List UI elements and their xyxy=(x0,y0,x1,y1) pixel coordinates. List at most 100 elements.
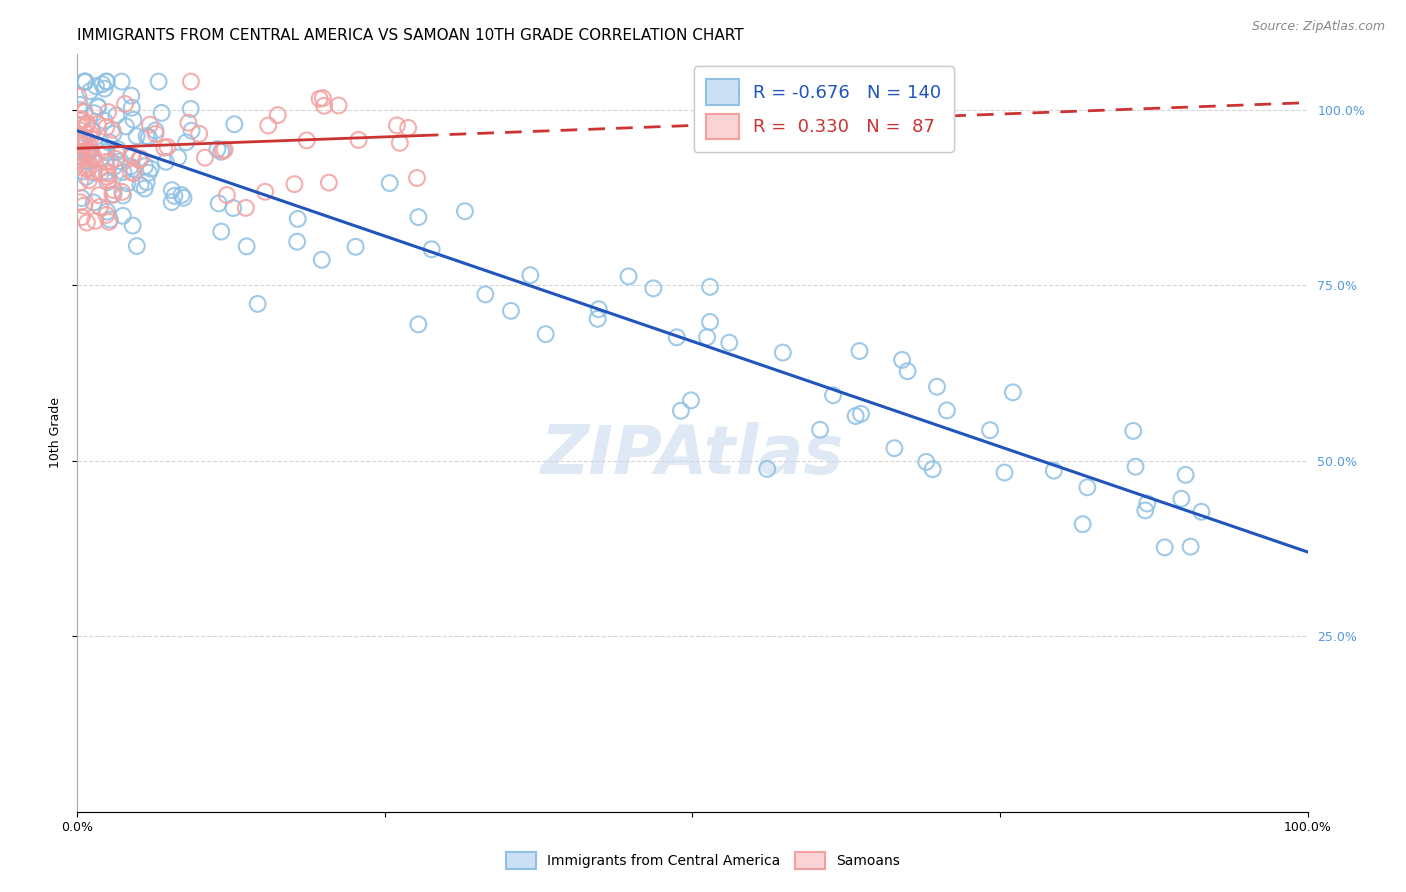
Point xyxy=(121,148,143,162)
Point xyxy=(848,344,870,359)
Point xyxy=(756,462,779,476)
Point xyxy=(134,181,156,195)
Point xyxy=(110,74,132,88)
Point xyxy=(96,208,118,222)
Point xyxy=(214,143,236,157)
Point xyxy=(75,146,97,161)
Point xyxy=(718,335,741,350)
Point xyxy=(246,297,269,311)
Point xyxy=(103,127,125,141)
Point xyxy=(79,140,101,154)
Point xyxy=(69,136,91,150)
Point xyxy=(89,200,111,214)
Point xyxy=(69,153,91,168)
Point xyxy=(93,81,115,95)
Point xyxy=(145,123,167,137)
Point xyxy=(96,74,118,88)
Point xyxy=(69,98,91,112)
Point xyxy=(396,120,419,135)
Point xyxy=(120,88,142,103)
Point xyxy=(76,116,98,130)
Point xyxy=(76,162,98,177)
Point xyxy=(586,311,609,326)
Point xyxy=(76,215,98,229)
Point xyxy=(254,185,277,199)
Point xyxy=(699,280,721,294)
Point xyxy=(1153,541,1175,555)
Point xyxy=(72,164,94,178)
Point xyxy=(808,423,831,437)
Point xyxy=(69,176,91,190)
Text: IMMIGRANTS FROM CENTRAL AMERICA VS SAMOAN 10TH GRADE CORRELATION CHART: IMMIGRANTS FROM CENTRAL AMERICA VS SAMOA… xyxy=(77,28,744,43)
Point xyxy=(148,74,170,88)
Point xyxy=(177,116,200,130)
Point xyxy=(891,352,914,367)
Point xyxy=(76,149,98,163)
Point xyxy=(235,239,257,253)
Point xyxy=(224,117,246,131)
Y-axis label: 10th Grade: 10th Grade xyxy=(49,397,62,468)
Point xyxy=(388,136,411,150)
Point xyxy=(122,161,145,176)
Point xyxy=(121,149,143,163)
Point xyxy=(378,176,401,190)
Point xyxy=(73,104,96,119)
Point xyxy=(167,150,190,164)
Point xyxy=(617,269,640,284)
Point xyxy=(89,167,111,181)
Point xyxy=(138,130,160,145)
Point xyxy=(125,129,148,144)
Point xyxy=(73,158,96,172)
Point xyxy=(77,154,100,169)
Point xyxy=(173,191,195,205)
Point xyxy=(117,176,139,190)
Point xyxy=(209,225,232,239)
Point xyxy=(73,199,96,213)
Point xyxy=(925,380,948,394)
Point xyxy=(111,209,134,223)
Point xyxy=(83,150,105,164)
Point xyxy=(155,154,177,169)
Point xyxy=(67,89,90,103)
Point xyxy=(208,196,231,211)
Point xyxy=(69,113,91,128)
Point xyxy=(79,145,101,159)
Point xyxy=(122,166,145,180)
Point xyxy=(519,268,541,283)
Point xyxy=(188,127,211,141)
Point xyxy=(67,118,90,132)
Point xyxy=(772,345,794,359)
Point xyxy=(87,100,110,114)
Point xyxy=(70,145,93,159)
Point xyxy=(128,153,150,167)
Point xyxy=(1136,496,1159,510)
Point xyxy=(77,143,100,157)
Point xyxy=(679,393,702,408)
Point xyxy=(73,131,96,145)
Point xyxy=(696,330,718,344)
Point xyxy=(111,188,134,202)
Point xyxy=(139,118,162,132)
Point xyxy=(134,159,156,173)
Text: ZIPAtlas: ZIPAtlas xyxy=(541,423,844,488)
Point xyxy=(129,152,152,166)
Point xyxy=(96,165,118,179)
Legend: R = -0.676   N = 140, R =  0.330   N =  87: R = -0.676 N = 140, R = 0.330 N = 87 xyxy=(693,66,955,152)
Point xyxy=(588,302,610,317)
Point xyxy=(114,97,136,112)
Point xyxy=(121,219,143,233)
Point xyxy=(67,149,90,163)
Point xyxy=(235,201,257,215)
Point xyxy=(180,124,202,138)
Point xyxy=(849,407,872,421)
Point xyxy=(499,304,522,318)
Point xyxy=(915,455,938,469)
Point xyxy=(87,99,110,113)
Point xyxy=(180,74,202,88)
Point xyxy=(110,154,132,169)
Point xyxy=(115,120,138,134)
Point xyxy=(311,252,333,267)
Point xyxy=(1174,467,1197,482)
Point xyxy=(207,142,229,156)
Point xyxy=(194,151,217,165)
